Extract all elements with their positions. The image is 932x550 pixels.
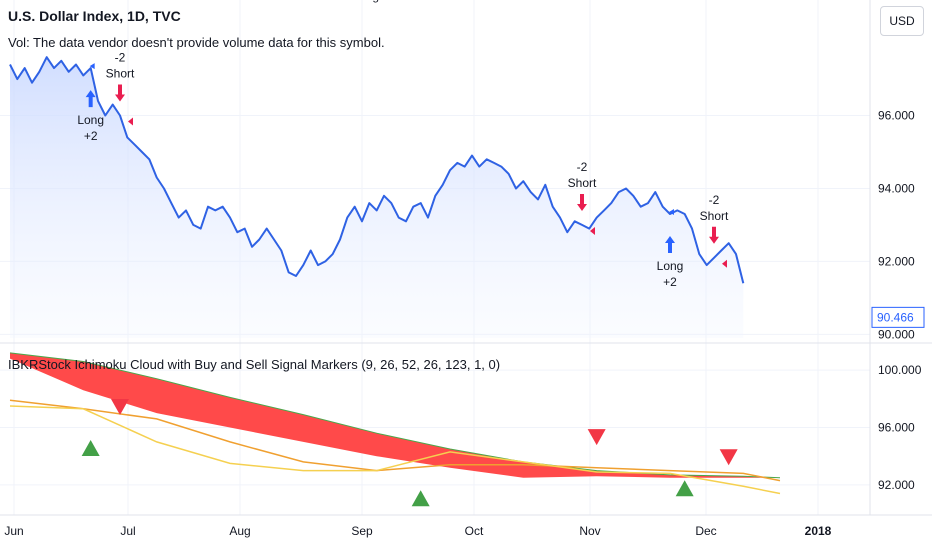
ichimoku-cloud [10,352,780,478]
short-arrow-icon-3 [577,193,587,211]
sell-marker-0 [111,398,129,415]
short-tick-icon-3 [590,226,595,235]
time-tick-2: Aug [229,524,250,538]
long-value-4: +2 [663,275,677,289]
ind-tick-0: 100.000 [878,363,922,377]
sell-marker-1 [587,429,606,446]
time-tick-4: Oct [465,524,484,538]
kijun-line [9,405,781,495]
time-tick-1: Jul [120,524,135,538]
price-tick-3: 90.000 [878,327,915,341]
chart-title: U.S. Dollar Index, 1D, TVC [8,8,181,24]
short-label-3: Short [568,176,597,190]
sell-marker-2 [719,449,738,466]
short-label-1: Short [106,67,135,81]
long-tick-icon-0 [89,63,95,70]
short-tick-icon-5 [722,259,727,268]
time-tick-6: Dec [695,524,716,538]
price-tick-1: 94.000 [878,181,915,195]
price-tick-0: 96.000 [878,109,915,123]
long-value-2: +2 [359,0,373,3]
long-label-4: Long [657,259,684,273]
long-value-0: +2 [84,129,98,143]
last-price-tag [871,306,925,328]
last-price-value: 90.466 [877,310,914,324]
ind-tick-2: 92.000 [878,478,915,492]
indicator-pane [9,352,781,507]
long-arrow-icon-0 [85,90,96,108]
short-tick-icon-1 [128,117,133,126]
long-label-2: Long [352,0,379,3]
short-value-1: -2 [115,51,126,65]
price-tick-2: 92.000 [878,254,915,268]
time-tick-0: Jun [4,524,23,538]
long-arrow-icon-4 [665,236,675,253]
time-tick-7: 2018 [805,524,832,538]
ind-tick-1: 96.000 [878,421,915,435]
long-tick-icon-4 [669,209,674,215]
short-value-5: -2 [709,193,720,207]
tenkan-line [9,399,781,482]
short-label-5: Short [700,209,729,223]
buy-marker-1 [411,490,430,507]
long-label-0: Long [77,113,104,127]
axes: 96.000 94.000 92.000 90.000 100.000 96.000 92.… [4,109,925,538]
time-tick-5: Nov [579,524,600,538]
price-line [9,56,745,284]
price-area [10,57,744,338]
short-arrow-icon-5 [709,226,719,244]
time-tick-3: Sep [351,524,373,538]
indicator-title: IBKRStock Ichimoku Cloud with Buy and Se… [8,357,501,372]
volume-note: Vol: The data vendor doesn't provide vol… [8,35,385,50]
currency-button[interactable]: USD [880,6,924,36]
short-arrow-icon-1 [115,84,125,102]
short-value-3: -2 [577,160,588,174]
buy-marker-0 [81,440,100,457]
buy-marker-2 [675,480,694,497]
